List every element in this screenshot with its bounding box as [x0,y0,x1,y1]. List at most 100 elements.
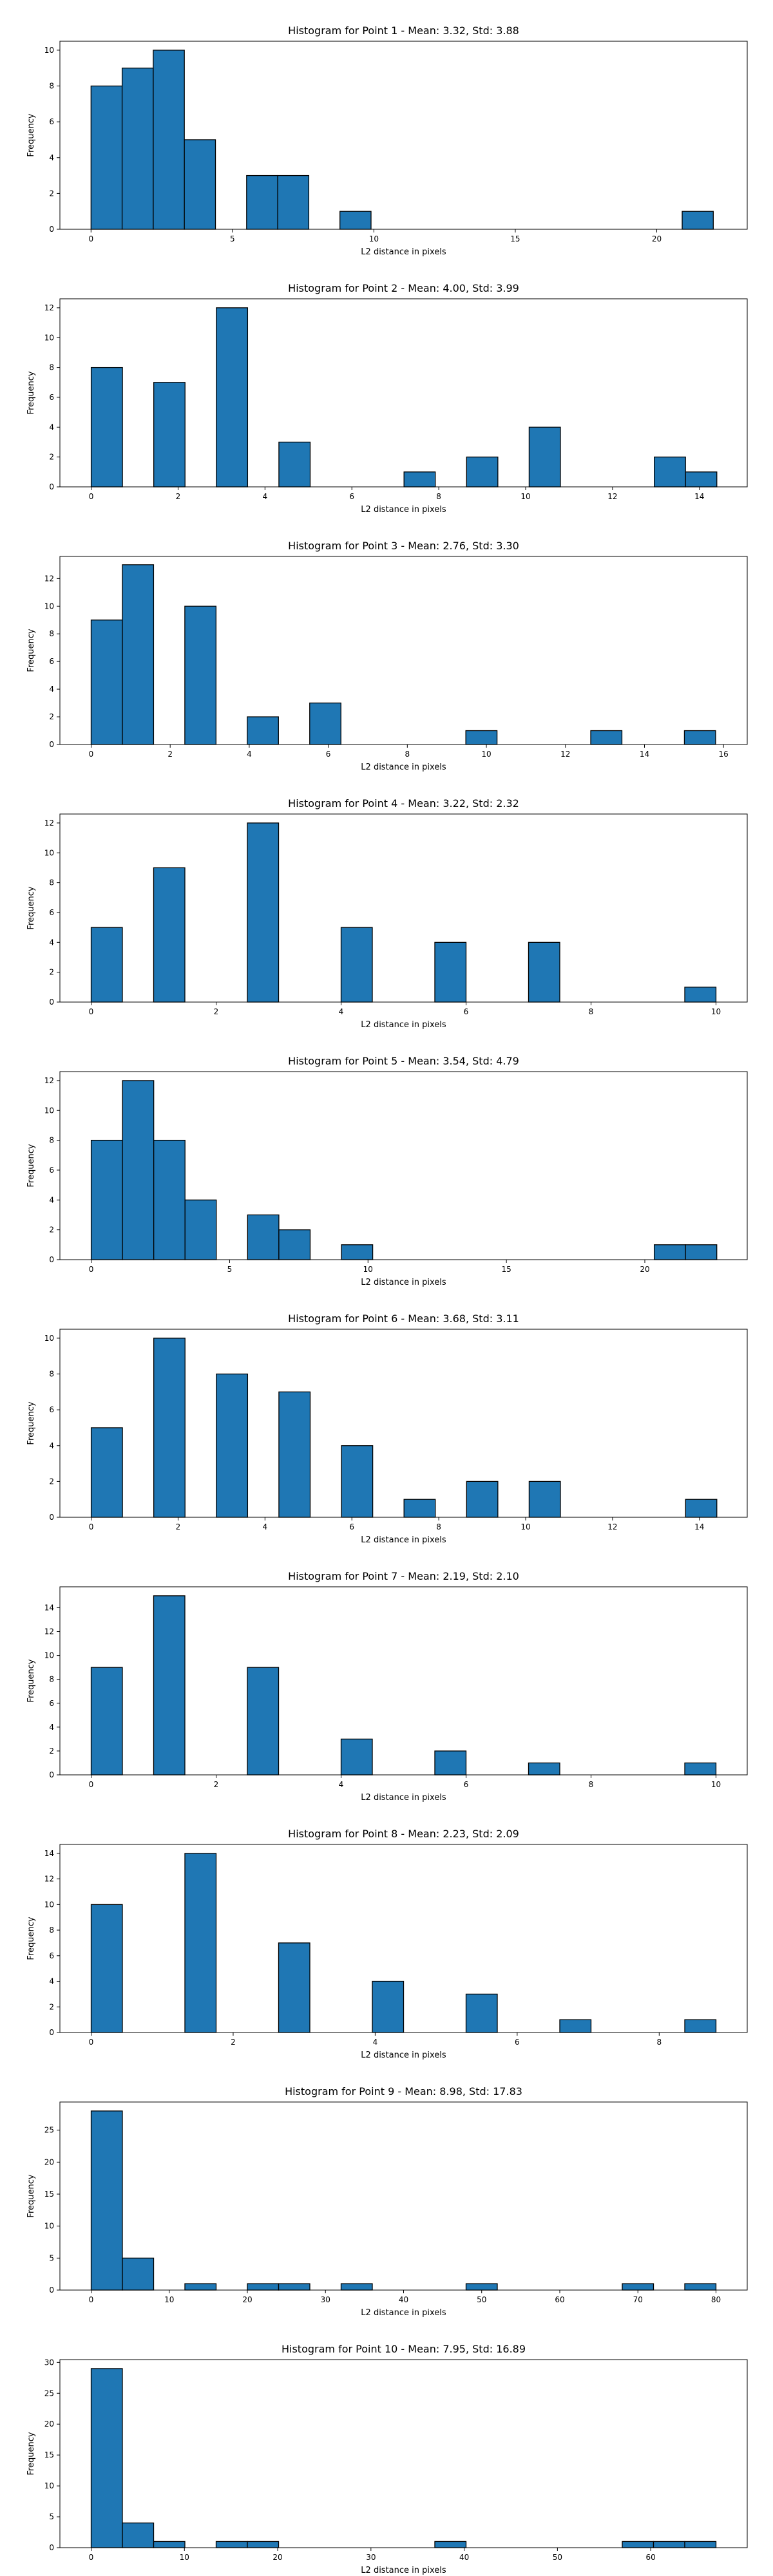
y-tick-label: 25 [44,2126,54,2135]
x-tick-label: 2 [231,2038,236,2047]
histogram-bar [340,1738,373,1776]
y-tick-label: 10 [44,2481,54,2490]
y-tick-label: 2 [49,189,54,198]
histogram-panel-9: Histogram for Point 9 - Mean: 8.98, Std:… [26,2085,748,2318]
x-tick-label: 30 [366,2553,376,2562]
y-axis-label: Frequency [26,1659,36,1702]
histogram-bar [685,1244,718,1260]
histogram-bar [341,1244,374,1260]
histogram-bar [622,2283,654,2291]
histogram-bar [340,927,373,1003]
histogram-bar [465,1993,498,2033]
chart-title: Histogram for Point 6 - Mean: 3.68, Std:… [288,1312,519,1325]
histogram-bar [184,605,217,745]
y-tick-label: 4 [49,1441,54,1450]
histogram-bar [278,1229,311,1260]
histogram-panel-7: Histogram for Point 7 - Mean: 2.19, Std:… [26,1570,748,1803]
x-tick-label: 50 [553,2553,562,2562]
y-tick-label: 5 [49,2512,54,2521]
y-tick-label: 2 [49,453,54,462]
x-tick-label: 6 [326,750,331,759]
x-tick-label: 8 [589,1007,594,1016]
x-tick-label: 6 [349,1522,354,1531]
histogram-bar [90,1904,123,2033]
chart-title: Histogram for Point 2 - Mean: 4.00, Std:… [288,282,519,294]
y-tick-label: 20 [44,2420,54,2429]
x-tick-label: 2 [176,1522,181,1531]
histogram-bar [90,927,123,1003]
x-tick-label: 10 [363,1265,373,1274]
x-tick-label: 10 [164,2295,174,2304]
y-tick-label: 0 [49,225,54,234]
x-tick-label: 10 [711,1007,721,1016]
chart-title: Histogram for Point 8 - Mean: 2.23, Std:… [288,1828,519,1840]
histogram-bar [278,1942,310,2033]
x-tick-label: 2 [176,492,181,501]
y-tick-label: 10 [44,601,54,611]
histogram-panel-6: Histogram for Point 6 - Mean: 3.68, Std:… [26,1312,748,1545]
y-tick-label: 0 [49,1770,54,1779]
histogram-panel-2: Histogram for Point 2 - Mean: 4.00, Std:… [26,282,748,515]
x-tick-label: 20 [272,2553,282,2562]
histogram-bar [247,822,280,1003]
x-tick-label: 30 [321,2295,330,2304]
histogram-bar [309,702,341,745]
y-tick-label: 2 [49,1747,54,1756]
y-tick-label: 4 [49,422,54,431]
plot-frame [59,41,748,230]
y-tick-label: 2 [49,712,54,721]
plot-frame [59,1844,748,2033]
y-tick-label: 12 [44,574,54,583]
histogram-panel-5: Histogram for Point 5 - Mean: 3.54, Std:… [26,1055,748,1287]
x-tick-label: 4 [263,492,268,501]
plot-frame [59,1586,748,1776]
histogram-bar [246,175,278,230]
histogram-bar [247,1667,280,1776]
histogram-bar [247,2283,280,2291]
x-tick-label: 20 [652,234,662,243]
histogram-panel-8: Histogram for Point 8 - Mean: 2.23, Std:… [26,1828,748,2060]
x-tick-label: 0 [89,2038,94,2047]
y-tick-label: 6 [49,908,54,917]
x-tick-label: 10 [369,234,379,243]
y-tick-label: 0 [49,2286,54,2295]
x-tick-label: 8 [436,492,441,501]
x-axis-label: L2 distance in pixels [361,2566,446,2575]
x-tick-label: 14 [640,750,649,759]
y-tick-label: 0 [49,482,54,491]
histogram-bar [184,1853,217,2033]
x-tick-label: 8 [656,2038,662,2047]
chart-title: Histogram for Point 3 - Mean: 2.76, Std:… [288,540,519,552]
histogram-bar [682,211,714,230]
plot-frame [59,1329,748,1518]
y-tick-label: 4 [49,938,54,947]
chart-title: Histogram for Point 1 - Mean: 3.32, Std:… [288,24,519,37]
x-axis-label: L2 distance in pixels [361,1278,446,1287]
x-axis-label: L2 distance in pixels [361,1793,446,1803]
chart-title: Histogram for Point 10 - Mean: 7.95, Std… [282,2343,526,2355]
histogram-bar [247,2541,280,2548]
y-tick-label: 12 [44,1875,54,1884]
y-tick-label: 10 [44,1651,54,1660]
x-tick-label: 4 [263,1522,268,1531]
y-tick-label: 4 [49,685,54,694]
x-tick-label: 4 [339,1780,344,1789]
x-tick-label: 2 [167,750,173,759]
histogram-bar [685,471,718,488]
histogram-bar [122,2522,155,2548]
y-axis-label: Frequency [26,629,36,672]
x-tick-label: 14 [694,492,704,501]
x-tick-label: 12 [560,750,570,759]
y-tick-label: 10 [44,1106,54,1115]
y-tick-label: 0 [49,740,54,749]
x-tick-label: 0 [89,1522,94,1531]
histogram-bar [403,1499,436,1518]
y-tick-label: 6 [49,117,54,126]
x-tick-label: 6 [464,1007,469,1016]
histogram-bar [184,139,216,230]
y-tick-label: 2 [49,1226,54,1235]
histogram-bar [278,1391,311,1518]
plot-frame [59,813,748,1003]
y-tick-label: 0 [49,1255,54,1264]
